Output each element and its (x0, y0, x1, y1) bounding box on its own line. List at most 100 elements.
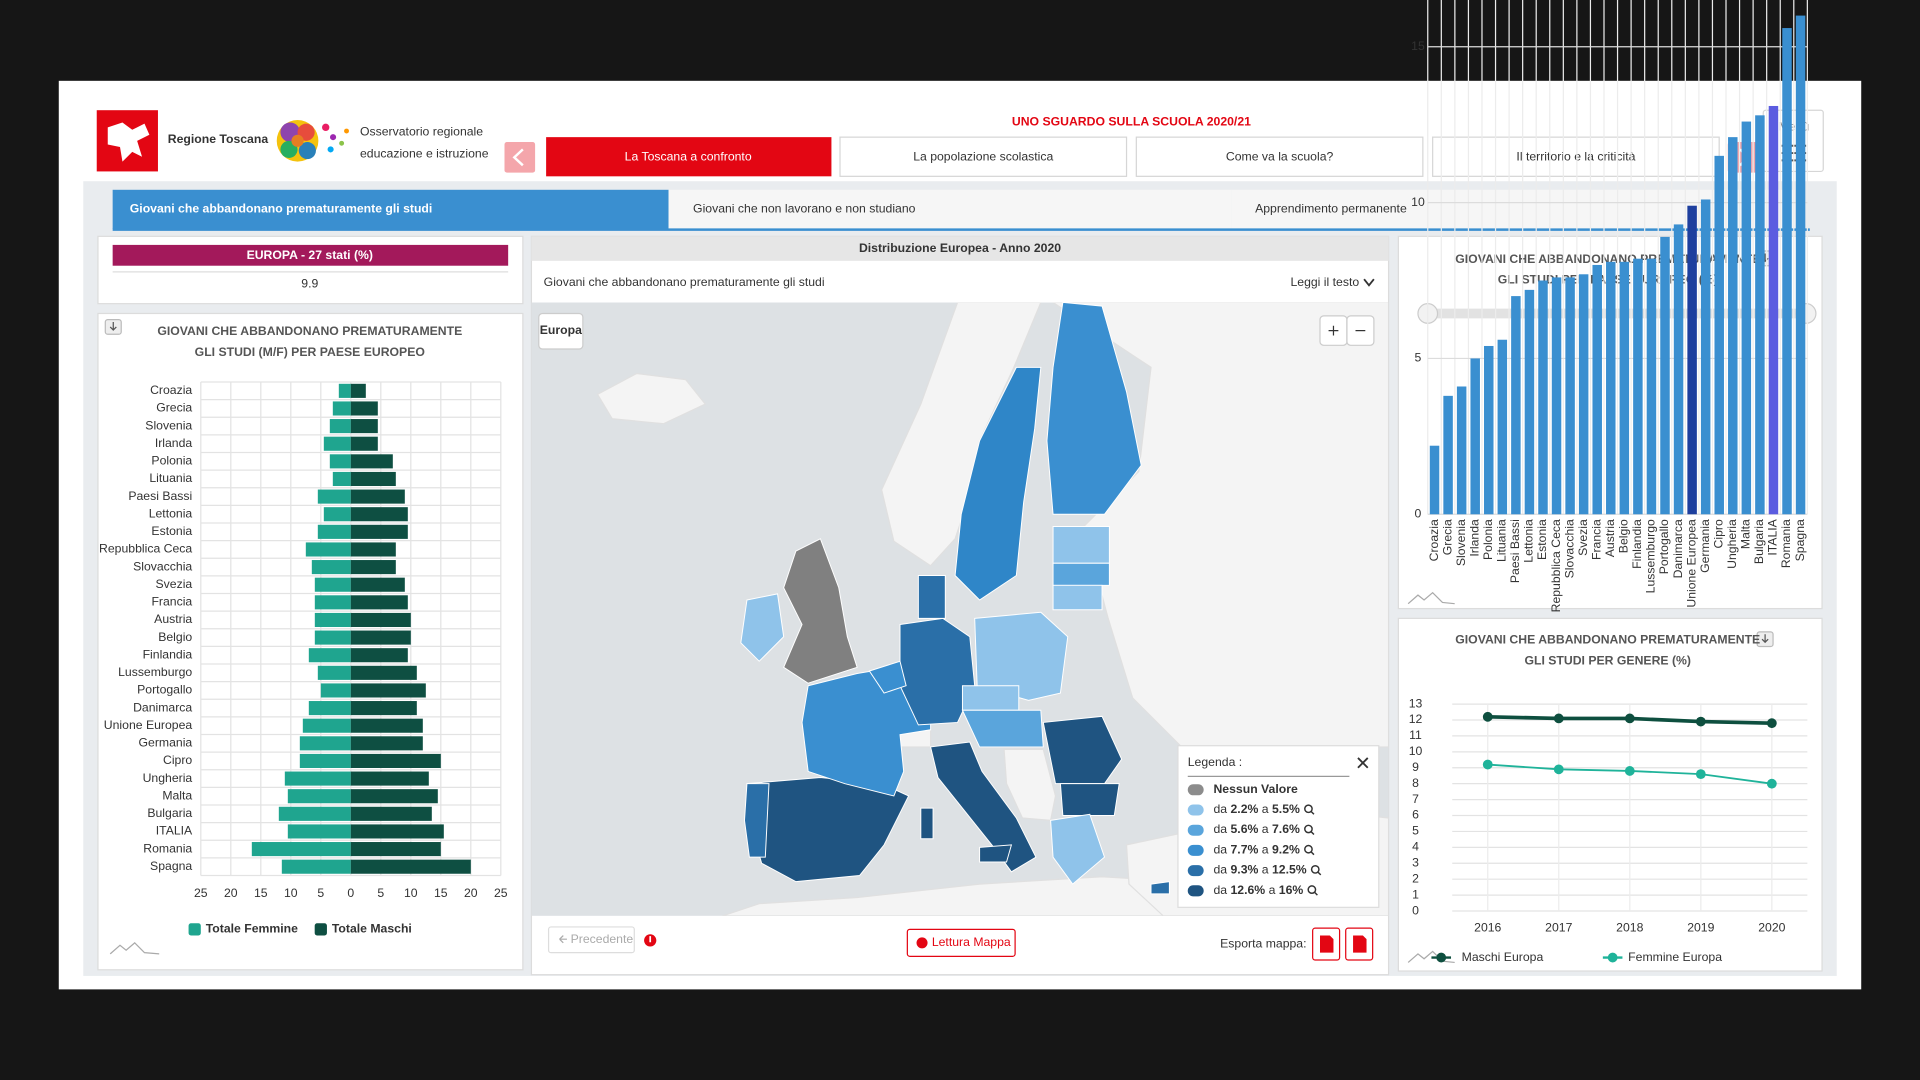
x-tick-label: Polonia (1481, 519, 1495, 560)
read-text-toggle[interactable]: Leggi il testo (1290, 275, 1359, 289)
bar (350, 524, 408, 539)
legend-label: Totale Femmine (206, 922, 298, 936)
nav-tab[interactable] (1135, 136, 1424, 177)
bar (350, 560, 396, 575)
nav-tab-label[interactable]: Il territorio e la criticità (1516, 150, 1635, 164)
legend-item: da 9.3% a 12.5% (1213, 863, 1306, 877)
x-tick-label: Ungheria (1725, 519, 1739, 569)
y-tick-label: 10 (1411, 195, 1425, 209)
bar (314, 630, 351, 645)
nav-tab-label[interactable]: La popolazione scolastica (913, 150, 1053, 164)
legend-close[interactable] (1357, 757, 1369, 769)
bar (323, 436, 351, 451)
nav-tab-label[interactable]: Come va la scuola? (1226, 150, 1334, 164)
subtab-label[interactable]: Giovani che non lavorano e non studiano (693, 202, 916, 216)
subtab-active[interactable] (112, 189, 669, 229)
bar (350, 454, 393, 469)
category-label: Slovenia (145, 418, 192, 432)
bar (350, 842, 441, 857)
bar (1687, 205, 1697, 515)
category-label: Romania (143, 841, 192, 855)
read-text-chevron[interactable] (1363, 278, 1375, 287)
nav-tab-active[interactable] (546, 137, 832, 177)
subtab[interactable] (668, 189, 1232, 229)
legend-zoom-handle (1310, 830, 1315, 836)
x-tick-label: 2016 (1474, 920, 1501, 934)
subtab-label[interactable]: Giovani che abbandonano prematuramente g… (130, 202, 433, 216)
download-icon[interactable] (1756, 631, 1774, 648)
bar (350, 471, 396, 487)
bar (350, 683, 426, 698)
category-label: Austria (154, 612, 192, 626)
bar (350, 630, 411, 645)
legend-zoom-icon[interactable] (1310, 864, 1320, 874)
legend-zoom-icon[interactable] (1307, 885, 1317, 894)
eu-countries (740, 302, 1170, 895)
bar (305, 542, 351, 557)
y-tick-label: 9 (1412, 760, 1419, 774)
previous-button[interactable]: Precedente (547, 926, 635, 954)
chart-title: GIOVANI CHE ABBANDONANO PREMATURAMENTE (1455, 252, 1760, 266)
zoom-in[interactable] (1319, 315, 1348, 346)
point (1695, 716, 1706, 727)
legend-item: da 2.2% a 5.5% (1213, 802, 1300, 816)
x-tick-label: Malta (1739, 519, 1753, 549)
nav-prev[interactable] (504, 142, 536, 173)
category-label: Croazia (150, 383, 192, 397)
zoom-out[interactable] (1346, 315, 1375, 346)
point (1695, 769, 1706, 780)
download-icon[interactable] (104, 318, 122, 335)
legend-zoom-icon[interactable] (1304, 824, 1313, 834)
x-tick-label: Unione Europea (1684, 519, 1698, 608)
export-pdf[interactable] (1345, 927, 1374, 961)
chart-title: GLI STUDI PER GENERE (%) (1524, 653, 1691, 667)
bar (350, 612, 411, 628)
legend-marker (1607, 952, 1618, 963)
bar (1795, 15, 1806, 515)
category-label: ITALIA (156, 824, 193, 838)
bar (350, 789, 438, 804)
category-label: Unione Europea (104, 718, 193, 732)
summary-value: 9.9 (301, 276, 318, 290)
category-label: Paesi Bassi (128, 489, 192, 503)
point (1624, 713, 1635, 724)
x-tick-label: 5 (377, 886, 384, 900)
nav-tab-label[interactable]: La Toscana a confronto (625, 150, 752, 164)
bar (1660, 236, 1670, 515)
bar (350, 577, 405, 592)
category-label: Svezia (156, 577, 193, 591)
category-label: Repubblica Ceca (99, 542, 192, 556)
bar (308, 701, 351, 716)
previous-label[interactable]: Precedente (571, 932, 634, 946)
bar (350, 648, 408, 663)
x-tick-label: 15 (254, 886, 268, 900)
legend-zoom-icon[interactable] (1304, 804, 1313, 814)
legend-label: Femmine Europa (1628, 950, 1722, 964)
subtab-label[interactable]: Apprendimento permanente (1255, 202, 1407, 216)
category-label: Malta (162, 788, 192, 802)
observatory-name: Osservatorio regionale (360, 124, 483, 138)
bar (311, 560, 351, 575)
x-tick-label: Belgio (1617, 519, 1631, 553)
reading-label[interactable]: Lettura Mappa (932, 935, 1011, 949)
export-pdf[interactable] (1312, 927, 1341, 961)
bar (350, 824, 444, 839)
x-tick-label: Lituania (1495, 519, 1509, 562)
bar (299, 736, 351, 751)
bar (1741, 121, 1752, 515)
y-tick-label: 8 (1412, 776, 1419, 790)
map-subtitle: Giovani che abbandonano prematuramente g… (544, 275, 825, 289)
bar (1755, 115, 1765, 515)
x-tick-label: 15 (434, 886, 448, 900)
nav-tab[interactable] (839, 136, 1128, 177)
x-tick-label: 20 (464, 886, 478, 900)
legend-zoom-icon[interactable] (1304, 844, 1313, 854)
x-tick-label: Francia (1589, 519, 1603, 560)
x-tick-label: Croazia (1427, 519, 1441, 561)
x-tick-label: Romania (1779, 519, 1793, 568)
category-label: Grecia (156, 401, 192, 415)
x-tick-label: Danimarca (1671, 519, 1685, 578)
y-tick-label: 10 (1409, 744, 1423, 758)
bar (1551, 277, 1562, 515)
reading-button[interactable]: Lettura Mappa (906, 928, 1016, 957)
